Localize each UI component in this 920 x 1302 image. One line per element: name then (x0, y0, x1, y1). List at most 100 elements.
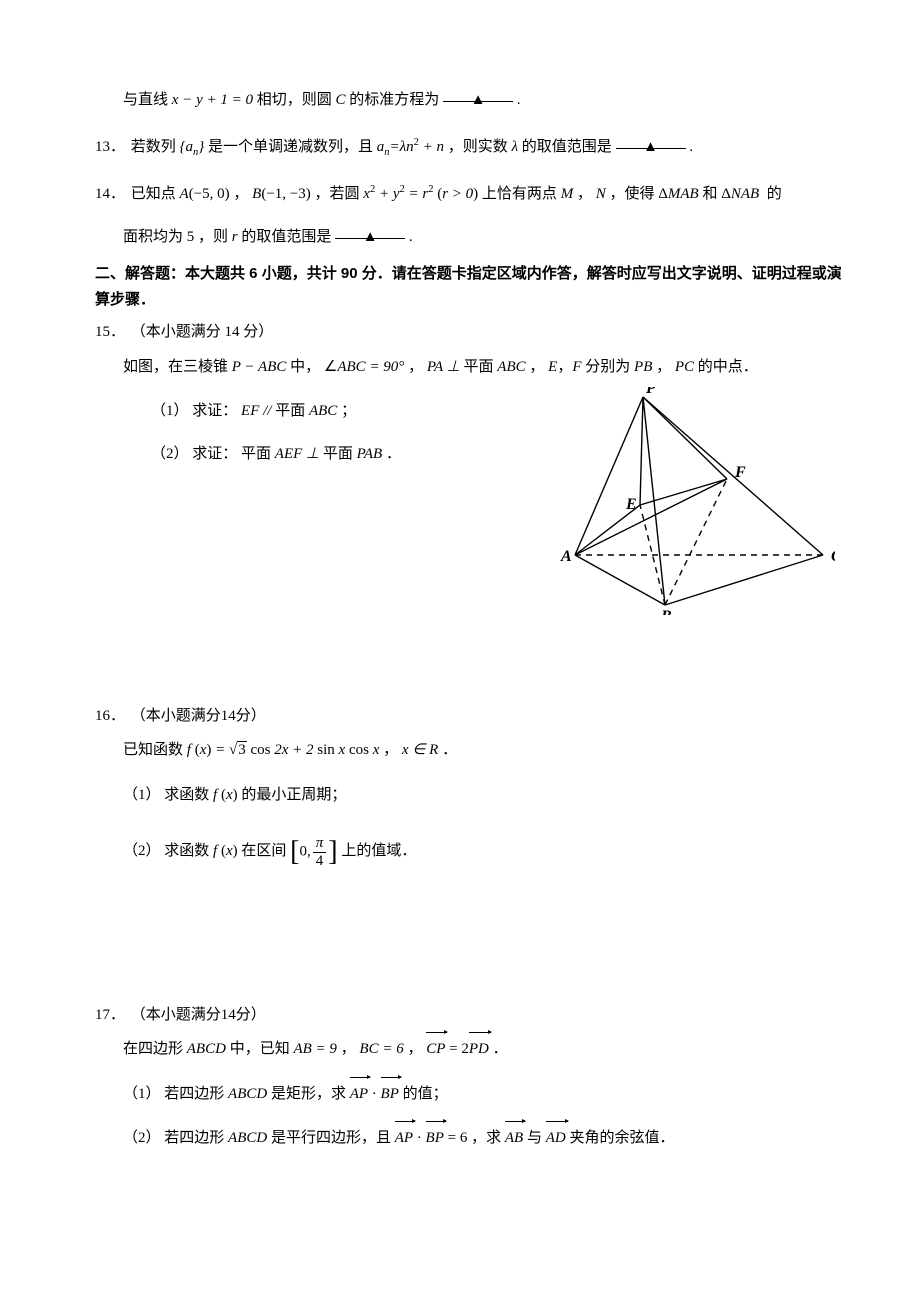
pyramid-diagram: PABCEF (555, 387, 835, 615)
text: 是平行四边形，且 (271, 1130, 391, 1146)
vec-BP: BP (426, 1124, 444, 1153)
text: 中，已知 (230, 1041, 290, 1057)
q17-p2-ABCD: ABCD (228, 1130, 267, 1146)
text: 若四边形 (164, 1130, 224, 1146)
eq: = 2 (445, 1041, 468, 1057)
q15-p2: （2） 求证： 平面 AEF ⊥ 平面 PAB ． (95, 440, 545, 469)
q15-PC: PC (675, 359, 694, 375)
vec-AP: AP (350, 1080, 368, 1109)
q13-num: 13． (95, 133, 127, 162)
q14-line1: 14． 已知点 A(−5, 0) ， B(−1, −3) ，若圆 x2 + y2… (95, 180, 845, 209)
text: ，使得 (609, 186, 654, 202)
vec-AP: AP (395, 1124, 413, 1153)
sep: ， (407, 1041, 422, 1057)
q14-A: A(−5, 0) (180, 186, 230, 202)
interval-left: 0, (299, 844, 310, 860)
text: 的值； (403, 1086, 448, 1102)
q13-var: λ (512, 139, 519, 155)
text: 如图，在三棱锥 (123, 359, 228, 375)
sep: ， (529, 359, 544, 375)
sep: ， (577, 186, 592, 202)
dot: · (368, 1086, 381, 1102)
q14-B: B(−1, −3) (252, 186, 311, 202)
svg-text:A: A (560, 548, 572, 565)
q12-eq: x − y + 1 = 0 (172, 92, 253, 108)
text: ，若圆 (315, 186, 360, 202)
blank-marker: ▲ (471, 92, 486, 108)
label: （1） (123, 787, 161, 803)
q16-num: 16． (95, 702, 127, 731)
text: ，则实数 (448, 139, 508, 155)
svg-text:F: F (734, 464, 746, 481)
text: 中， (290, 359, 320, 375)
q15-points: 15． （本小题满分 14 分） (95, 318, 845, 347)
text: 求证： (192, 446, 237, 462)
q15-pyr: P − ABC (232, 359, 287, 375)
text: 是一个单调递减数列，且 (208, 139, 373, 155)
q12-tail-line: 与直线 x − y + 1 = 0 相切，则圆 C 的标准方程为 ▲ . (95, 86, 845, 115)
text: 已知点 (131, 186, 176, 202)
q16-p2: （2） 求函数 f (x) 在区间 [0,π4] 上的值域． (95, 825, 845, 878)
sep: ， (656, 359, 671, 375)
q16-points: 16． （本小题满分14分） (95, 702, 845, 731)
tail: ． (442, 742, 457, 758)
q15-subparts: （1） 求证： EF // 平面 ABC ； （2） 求证： 平面 AEF ⊥ … (95, 387, 545, 474)
interval-r: ] (328, 825, 337, 878)
section-2-header: 二、解答题：本大题共 6 小题，共计 90 分．请在答题卡指定区域内作答，解答时… (95, 261, 845, 312)
q16-p1-fx: f (x) (213, 787, 238, 803)
text: 若四边形 (164, 1086, 224, 1102)
dot: · (413, 1130, 426, 1146)
blank-marker: ▲ (643, 139, 658, 155)
tail: ． (493, 1041, 508, 1057)
q14-eq: x2 + y2 = r2 (r > 0) (363, 186, 478, 202)
text: 在区间 (241, 843, 286, 859)
section-title: 解答题：本大题共 6 小题，共计 90 分．请在答题卡指定区域内作答，解答时应写… (95, 265, 842, 308)
q15-figure: PABCEF (545, 387, 845, 626)
label: （1） (151, 403, 189, 419)
vec-CP: CP (426, 1035, 445, 1064)
q17-num: 17． (95, 1001, 127, 1030)
q17-p2: （2） 若四边形 ABCD 是平行四边形，且 AP · BP = 6 ，求 AB… (95, 1124, 845, 1153)
blank-marker: ▲ (363, 229, 378, 245)
q15-p1: （1） 求证： EF // 平面 ABC ； (95, 397, 545, 426)
text: 的中点． (698, 359, 758, 375)
text: （本小题满分14分） (131, 708, 266, 724)
text: （本小题满分14分） (131, 1007, 266, 1023)
q12-var: C (336, 92, 346, 108)
text: 求证： (192, 403, 237, 419)
q14-num: 14． (95, 180, 127, 209)
text: 若数列 (131, 139, 176, 155)
blank-field: ▲ (335, 223, 405, 239)
text: 上恰有两点 (482, 186, 557, 202)
q17-BC: BC = 6 (359, 1041, 403, 1057)
interval-frac: π4 (313, 835, 327, 869)
text: 面积均为 (123, 229, 183, 245)
tail: . (409, 229, 413, 245)
q17-p1: （1） 若四边形 ABCD 是矩形，求 AP · BP 的值； (95, 1080, 845, 1109)
text: 与直线 (123, 92, 168, 108)
frac-num: π (313, 835, 327, 852)
text: 分别为 (585, 359, 630, 375)
svg-text:B: B (660, 608, 672, 615)
q17-p1-ABCD: ABCD (228, 1086, 267, 1102)
q17-points: 17． （本小题满分14分） (95, 1001, 845, 1030)
q16-p1: （1） 求函数 f (x) 的最小正周期； (95, 781, 845, 810)
text: 的取值范围是 (241, 229, 331, 245)
blank-field: ▲ (443, 86, 513, 102)
q13-eq: an=λn2 + n (377, 139, 444, 155)
q15-angle: ∠ABC = 90° (324, 359, 404, 375)
sep: ， (408, 359, 423, 375)
spacer (95, 885, 845, 995)
q14-M: M (561, 186, 574, 202)
label: （2） (123, 843, 161, 859)
text: 的取值范围是 (522, 139, 612, 155)
sep: ， (383, 742, 398, 758)
q16-fx: f (x) = √3 cos 2x + 2 sin x cos x (187, 741, 380, 758)
q15-body-row: （1） 求证： EF // 平面 ABC ； （2） 求证： 平面 AEF ⊥ … (95, 387, 845, 626)
text: 夹角的余弦值． (569, 1130, 674, 1146)
vec-AD: AD (546, 1124, 566, 1153)
q14-val: 5 (187, 229, 195, 245)
text: 在四边形 (123, 1041, 183, 1057)
tail: ； (341, 403, 356, 419)
blank-field: ▲ (616, 133, 686, 149)
